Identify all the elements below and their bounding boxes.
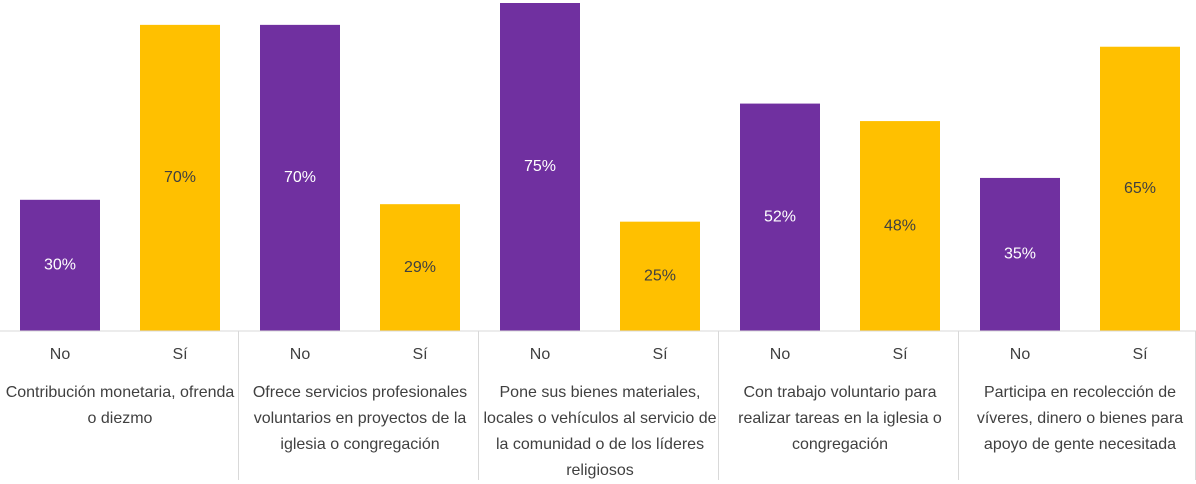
bar [740,103,820,331]
category-label: Sí [412,346,428,363]
bar [140,24,220,331]
bar [380,204,460,331]
group-label: Contribución monetaria, ofrenda o diezmo [5,384,235,427]
value-label: 48% [884,217,916,234]
category-label: Sí [892,346,908,363]
category-label: No [50,346,71,363]
value-label: 75% [524,158,556,175]
group-label: Ofrece servicios profesionales voluntari… [252,384,468,453]
bar [260,24,340,331]
category-label: No [530,346,551,363]
category-label: Sí [172,346,188,363]
bar [500,3,580,331]
value-label: 70% [164,169,196,186]
group-label: Pone sus bienes materiales, locales o ve… [483,384,717,479]
category-label: Sí [1132,346,1148,363]
category-label: No [290,346,311,363]
value-label: 70% [284,169,316,186]
value-label: 30% [44,257,76,274]
value-label: 65% [1124,180,1156,197]
bar [620,221,700,331]
category-label: No [1010,346,1031,363]
bar [980,177,1060,331]
category-label: Sí [652,346,668,363]
value-label: 25% [644,268,676,285]
group-label: Participa en recolección de víveres, din… [976,384,1184,453]
value-label: 29% [404,259,436,276]
category-label: No [770,346,791,363]
value-label: 52% [764,209,796,226]
bar [1100,46,1180,331]
bar [860,121,940,331]
bar [20,199,100,331]
group-label: Con trabajo voluntario para realizar tar… [738,384,942,453]
value-label: 35% [1004,246,1036,263]
